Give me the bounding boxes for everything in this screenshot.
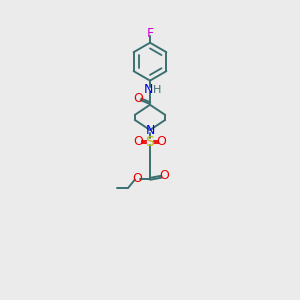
Text: O: O	[159, 169, 169, 182]
Text: S: S	[146, 135, 154, 148]
Text: N: N	[145, 124, 155, 136]
Text: O: O	[133, 92, 143, 105]
Text: O: O	[132, 172, 142, 185]
Text: O: O	[134, 135, 143, 148]
Text: N: N	[144, 83, 153, 96]
Text: O: O	[157, 135, 166, 148]
Text: H: H	[152, 85, 161, 95]
Text: F: F	[146, 27, 154, 40]
